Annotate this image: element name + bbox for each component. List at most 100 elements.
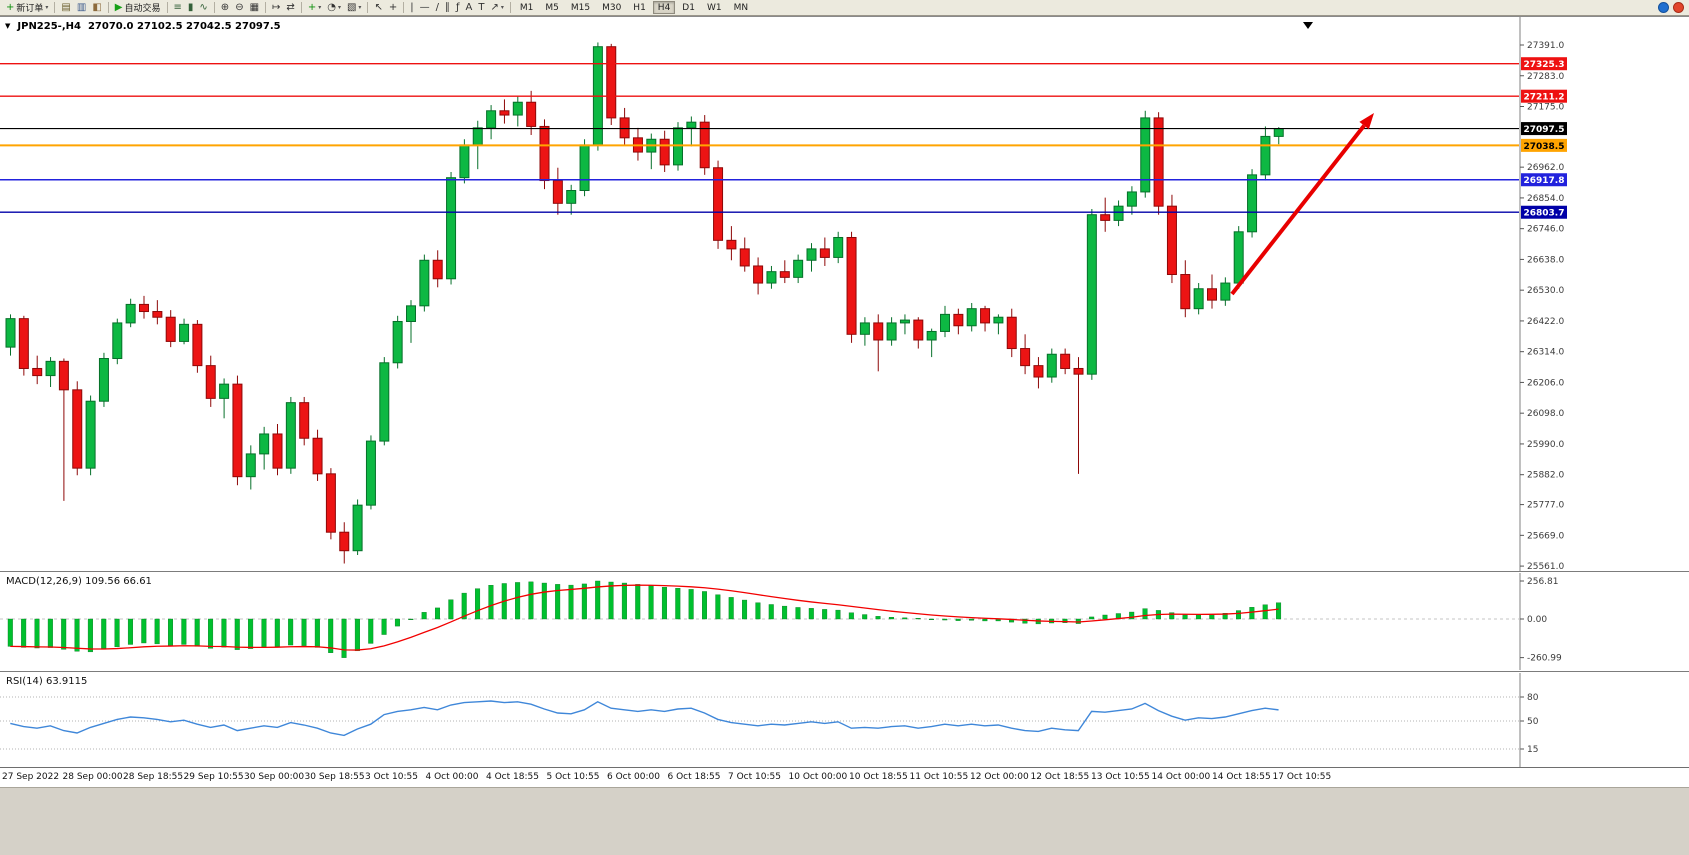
fibonacci-icon: ƒ <box>455 1 460 13</box>
macd-bar <box>568 584 574 620</box>
rsi-panel[interactable]: 80 50 15 RSI(14) 63.9115 <box>0 673 1689 767</box>
macd-bar <box>167 618 173 646</box>
macd-bar <box>581 583 587 620</box>
svg-text:26422.0: 26422.0 <box>1527 317 1564 327</box>
candle <box>285 396 296 474</box>
community-icon[interactable] <box>1658 2 1669 13</box>
svg-text:27325.3: 27325.3 <box>1524 60 1565 70</box>
macd-bar <box>1222 613 1228 620</box>
line-chart-button[interactable]: ∿ <box>196 1 210 15</box>
svg-text:26962.0: 26962.0 <box>1527 163 1564 173</box>
timeframe-h4-button[interactable]: H4 <box>652 1 676 14</box>
auto-trading-button[interactable]: ▶ 自动交易 <box>112 1 164 15</box>
tile-windows-button[interactable]: ▦ <box>247 1 262 15</box>
crosshair-button[interactable]: + <box>386 1 400 15</box>
timeframe-m30-button[interactable]: M30 <box>602 3 622 13</box>
indicators-button[interactable]: + ▾ <box>305 1 324 15</box>
macd-bar <box>261 618 267 648</box>
candle <box>1046 348 1057 383</box>
templates-button[interactable]: ▧ ▾ <box>344 1 364 15</box>
macd-bar <box>768 604 774 620</box>
candle <box>432 250 443 288</box>
timeframe-h1-button[interactable]: H1 <box>633 3 646 13</box>
bar-chart-button[interactable]: ≡ <box>171 1 185 15</box>
one-click-trading-icon[interactable]: ▼ <box>5 22 11 30</box>
time-axis[interactable]: 27 Sep 2022 28 Sep 00:00 28 Sep 18:55 29 Se… <box>0 767 1689 787</box>
auto-scroll-button[interactable]: ↦ <box>269 1 283 15</box>
svg-text:25561.0: 25561.0 <box>1527 562 1564 571</box>
time-axis-label: 14 Oct 18:55 <box>1212 772 1271 782</box>
vertical-line-button[interactable]: | <box>407 1 416 15</box>
timeframe-w1-button[interactable]: W1 <box>706 3 722 13</box>
market-watch-button[interactable]: ▤ <box>58 1 73 15</box>
time-axis-label: 4 Oct 18:55 <box>486 772 539 782</box>
chart-shift-marker-icon[interactable] <box>1303 22 1313 29</box>
fibonacci-button[interactable]: ƒ <box>453 1 463 15</box>
macd-bar <box>555 584 561 620</box>
timeframe-m5-button[interactable]: M5 <box>545 3 559 13</box>
navigator-button[interactable]: ◧ <box>89 1 104 15</box>
candle <box>339 522 350 564</box>
arrows-button[interactable]: ↗ ▾ <box>487 1 506 15</box>
macd-bar <box>902 617 908 620</box>
candlestick-chart-button[interactable]: ▮ <box>185 1 197 15</box>
cursor-button[interactable]: ↖ <box>371 1 385 15</box>
candle <box>512 96 523 127</box>
time-axis-label: 28 Sep 00:00 <box>62 772 123 782</box>
data-window-icon: ▥ <box>76 1 87 13</box>
svg-text:256.81: 256.81 <box>1527 577 1559 587</box>
time-axis-label: 17 Oct 10:55 <box>1272 772 1332 782</box>
vertical-line-icon: | <box>410 1 414 13</box>
time-axis-label: 28 Sep 18:55 <box>123 772 184 782</box>
zoom-in-button[interactable]: ⊕ <box>218 1 232 15</box>
macd-bar <box>47 618 53 648</box>
candle <box>406 300 416 343</box>
chart-shift-icon: ⇄ <box>286 1 295 13</box>
timeframe-m1-button[interactable]: M1 <box>519 3 534 13</box>
new-order-button[interactable]: + 新订单 ▾ <box>3 1 51 15</box>
chart-shift-button[interactable]: ⇄ <box>283 1 297 15</box>
candle <box>72 381 83 476</box>
text-label-button[interactable]: T <box>475 1 487 15</box>
candle <box>966 302 977 332</box>
caret-down-icon: ▾ <box>358 4 362 11</box>
macd-bar <box>1195 614 1201 620</box>
candle <box>446 171 457 285</box>
price-chart[interactable]: 27325.3 27211.2 27097.5 27038.5 26917.8 26803… <box>0 17 1689 571</box>
macd-bar <box>127 618 133 645</box>
candle <box>606 43 617 126</box>
macd-bar <box>421 612 427 620</box>
macd-bar <box>955 618 961 621</box>
candle <box>793 254 804 284</box>
horizontal-line-button[interactable]: — <box>417 1 433 15</box>
text-button[interactable]: A <box>463 1 476 15</box>
macd-bar <box>314 618 320 648</box>
toolbar-right <box>1658 2 1686 13</box>
zoom-out-button[interactable]: ⊖ <box>232 1 246 15</box>
notifications-icon[interactable] <box>1673 2 1684 13</box>
macd-bar <box>341 618 347 658</box>
trend-arrow[interactable] <box>1230 124 1366 296</box>
trend-arrow-head-icon <box>1359 113 1374 130</box>
macd-bar <box>515 582 521 620</box>
candle <box>806 243 817 272</box>
panel-separator[interactable] <box>0 571 1689 572</box>
timeframe-m15-button[interactable]: M15 <box>570 3 591 13</box>
tile-windows-icon: ▦ <box>249 1 260 13</box>
candle <box>1166 194 1177 284</box>
candle <box>1220 277 1231 306</box>
trendline-button[interactable]: / <box>433 1 442 15</box>
data-window-button[interactable]: ▥ <box>74 1 89 15</box>
macd-bar <box>1022 618 1028 624</box>
svg-text:26530.0: 26530.0 <box>1527 286 1564 296</box>
periods-button[interactable]: ◔ ▾ <box>324 1 344 15</box>
macd-bar <box>61 618 67 650</box>
svg-text:27097.5: 27097.5 <box>1524 125 1565 135</box>
timeframe-d1-button[interactable]: D1 <box>682 3 695 13</box>
macd-panel[interactable]: 256.81 0.00 -260.99 MACD(12,26,9) 109.56 66… <box>0 573 1689 670</box>
macd-bar <box>7 618 13 647</box>
equidistant-channel-button[interactable]: ∥ <box>442 1 453 15</box>
timeframe-mn-button[interactable]: MN <box>733 3 749 13</box>
panel-separator[interactable] <box>0 671 1689 672</box>
macd-bar <box>274 618 280 647</box>
